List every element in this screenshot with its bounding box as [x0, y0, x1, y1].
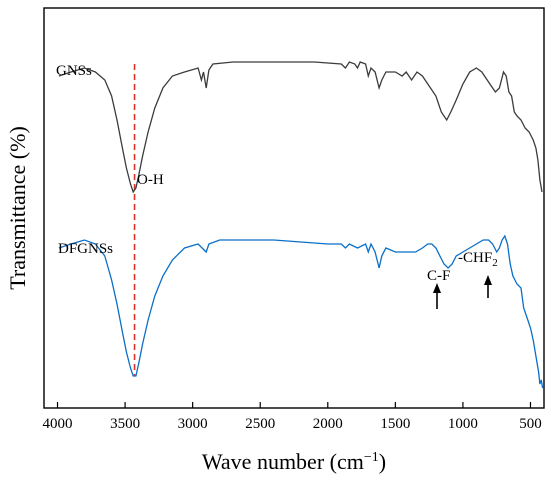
x-tick-label: 3000 [178, 416, 208, 432]
x-tick-label: 1000 [448, 416, 478, 432]
x-axis-title-close: ) [379, 449, 386, 474]
x-axis-title-superscript: −1 [364, 450, 379, 465]
x-tick-label: 500 [519, 416, 542, 432]
oh-peak-label: O-H [137, 172, 164, 188]
series-line-dfgnss [58, 234, 544, 389]
x-tick-label: 4000 [43, 416, 73, 432]
chf2-peak-label-subscript: 2 [492, 257, 498, 269]
cf-arrow-icon [433, 283, 441, 309]
x-axis-title-main: Wave number (cm [202, 449, 364, 474]
series-line-gnss [58, 61, 543, 194]
gnss-series-label: GNSs [56, 63, 92, 79]
plot-frame [43, 7, 545, 409]
x-tick-label: 2500 [245, 416, 275, 432]
chf2-peak-label: -CHF2 [458, 250, 498, 269]
x-tick-label: 1500 [380, 416, 410, 432]
cf-peak-label: C-F [427, 268, 450, 284]
x-tick-label: 3500 [110, 416, 140, 432]
x-tick-label: 2000 [313, 416, 343, 432]
y-axis-title: Transmittance (%) [5, 126, 30, 290]
x-axis-title: Wave number (cm−1) [202, 449, 386, 474]
chf2-peak-label-main: -CHF [458, 250, 492, 266]
dfgnss-series-label: DFGNSs [58, 241, 113, 257]
x-axis-ticks: 4000 3500 3000 2500 2000 1500 1000 500 [43, 402, 542, 432]
chf2-arrow-icon [484, 275, 492, 298]
plot-area: 4000 3500 3000 2500 2000 1500 1000 500 GNSs O-H… [43, 7, 545, 432]
